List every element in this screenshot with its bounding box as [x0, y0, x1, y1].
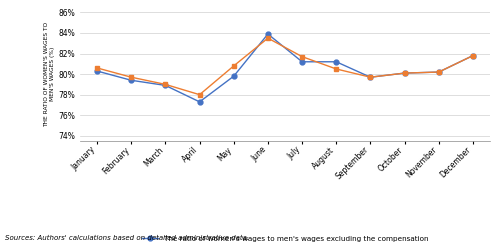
- The ratio of women's wages to men's wages excluding the compensation: [162, 84, 168, 87]
- Text: Sources: Authors' calculations based on detailed administrative data.: Sources: Authors' calculations based on …: [5, 234, 249, 241]
- Line: The ratio of women's wages to men's wages excluding the compensation: The ratio of women's wages to men's wage…: [94, 32, 476, 104]
- The ratio of women's wages to men's wages excluding the compensation: [299, 60, 305, 63]
- The ratio of women's wages to men's wages with the compensation: [368, 76, 374, 79]
- The ratio of women's wages to men's wages with the compensation: [402, 72, 407, 75]
- The ratio of women's wages to men's wages with the compensation: [333, 68, 339, 70]
- Legend: The ratio of women's wages to men's wages excluding the compensation, The ratio : The ratio of women's wages to men's wage…: [142, 235, 428, 243]
- The ratio of women's wages to men's wages excluding the compensation: [402, 72, 407, 75]
- The ratio of women's wages to men's wages excluding the compensation: [333, 60, 339, 63]
- The ratio of women's wages to men's wages with the compensation: [436, 71, 442, 74]
- The ratio of women's wages to men's wages excluding the compensation: [128, 79, 134, 82]
- The ratio of women's wages to men's wages excluding the compensation: [265, 33, 271, 35]
- The ratio of women's wages to men's wages excluding the compensation: [231, 75, 237, 78]
- The ratio of women's wages to men's wages with the compensation: [265, 37, 271, 40]
- The ratio of women's wages to men's wages excluding the compensation: [196, 100, 202, 103]
- The ratio of women's wages to men's wages with the compensation: [299, 55, 305, 58]
- The ratio of women's wages to men's wages with the compensation: [231, 64, 237, 67]
- The ratio of women's wages to men's wages with the compensation: [196, 93, 202, 96]
- The ratio of women's wages to men's wages with the compensation: [94, 67, 100, 69]
- The ratio of women's wages to men's wages with the compensation: [128, 76, 134, 79]
- The ratio of women's wages to men's wages excluding the compensation: [368, 76, 374, 79]
- The ratio of women's wages to men's wages excluding the compensation: [470, 54, 476, 57]
- Y-axis label: THE RATIO OF WOMEN'S WAGES TO
MEN'S WAGES (%): THE RATIO OF WOMEN'S WAGES TO MEN'S WAGE…: [44, 22, 56, 127]
- The ratio of women's wages to men's wages excluding the compensation: [94, 69, 100, 72]
- The ratio of women's wages to men's wages with the compensation: [470, 54, 476, 57]
- The ratio of women's wages to men's wages excluding the compensation: [436, 71, 442, 74]
- The ratio of women's wages to men's wages with the compensation: [162, 83, 168, 86]
- Line: The ratio of women's wages to men's wages with the compensation: The ratio of women's wages to men's wage…: [94, 36, 476, 97]
